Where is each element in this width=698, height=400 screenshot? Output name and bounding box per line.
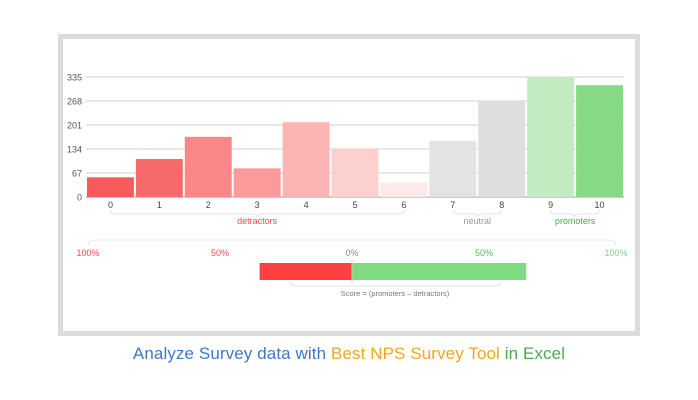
score-bar-negative [259,263,352,280]
x-tick-label: 0 [108,200,113,210]
score-formula: Score = (promoters – detractors) [341,289,450,298]
group-brace-promoters [550,209,601,218]
x-tick-label: 5 [352,200,357,210]
x-tick-label: 1 [157,200,162,210]
caption: Analyze Survey data with Best NPS Survey… [0,344,698,364]
y-tick-label: 201 [67,121,82,131]
bar-3 [233,168,281,197]
score-axis-label: 50% [475,248,493,258]
bar-4 [282,122,330,197]
group-label-promoters: promoters [555,216,596,226]
bar-1 [135,159,183,197]
bar-6 [380,182,428,197]
bar-7 [429,140,477,197]
y-tick-label: 335 [67,73,82,83]
x-tick-label: 7 [450,200,455,210]
score-axis-label: 100% [76,248,99,258]
score-axis-label: 0% [345,248,358,258]
bar-0 [87,177,134,197]
x-tick-label: 6 [401,200,406,210]
group-brace-detractors [109,209,405,218]
score-axis-label: 50% [211,248,229,258]
group-label-neutral: neutral [464,216,492,226]
x-tick-label: 9 [548,200,553,210]
caption-part-2: Best NPS Survey Tool [331,344,500,363]
x-tick-label: 10 [595,200,605,210]
caption-part-3: in Excel [499,344,566,363]
score-axis-line [87,239,617,247]
x-tick-label: 8 [499,200,504,210]
bar-9 [527,77,575,197]
y-tick-label: 67 [72,169,82,179]
y-tick-label: 134 [67,145,82,155]
y-tick-label: 268 [67,97,82,107]
bar-10 [576,85,623,197]
y-tick-label: 0 [77,193,82,203]
group-label-detractors: detractors [237,216,278,226]
bar-5 [331,148,379,197]
formula-brace [289,281,501,287]
score-bar-positive [352,263,527,280]
x-tick-label: 2 [206,200,211,210]
caption-part-1: Analyze Survey data with [132,344,331,363]
bar-8 [478,100,526,197]
bar-2 [184,136,232,197]
group-brace-neutral [452,209,503,218]
x-tick-label: 4 [304,200,309,210]
x-tick-label: 3 [255,200,260,210]
score-axis-label: 100% [604,248,627,258]
